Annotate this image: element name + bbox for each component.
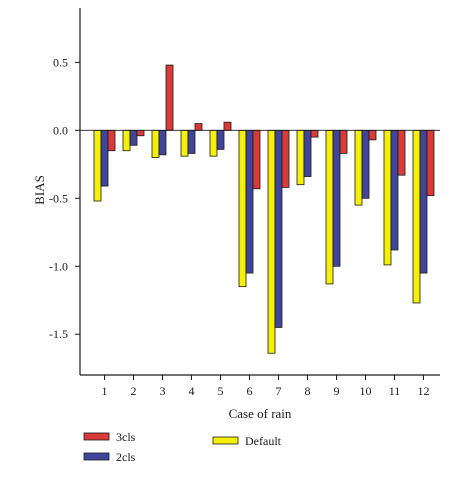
x-tick-label: 9 (334, 384, 340, 398)
bar-3cls-case-3 (165, 64, 174, 131)
bar-3cls-case-7 (281, 129, 290, 188)
bar-2cls-case-6 (245, 129, 254, 274)
bar-3cls-case-6 (252, 129, 261, 190)
bar-2cls-case-4 (187, 129, 196, 154)
y-tick-label: 0.0 (53, 123, 68, 137)
bar-default-case-5 (209, 129, 218, 157)
bar-2cls-case-12 (419, 129, 428, 274)
bar-default-case-3 (151, 129, 160, 158)
y-tick-label: -1.0 (49, 259, 68, 273)
bar-3cls-case-10 (368, 129, 377, 141)
bar-2cls-case-10 (361, 129, 370, 199)
bar-3cls-case-4 (194, 123, 203, 131)
bar-3cls-case-8 (310, 129, 319, 138)
bar-default-case-12 (412, 129, 421, 304)
x-tick-label: 10 (360, 384, 372, 398)
bar-3cls-case-2 (136, 129, 145, 137)
x-tick-label: 3 (160, 384, 166, 398)
bar-2cls-case-9 (332, 129, 341, 267)
y-axis-title: BIAS (32, 175, 47, 205)
legend-swatch-default (212, 436, 239, 445)
bar-default-case-2 (122, 129, 131, 152)
y-tick-label: -0.5 (49, 191, 68, 205)
bar-2cls-case-1 (100, 129, 109, 187)
bar-default-case-8 (296, 129, 305, 186)
bar-3cls-case-1 (107, 129, 116, 152)
legend-swatch-3cls (83, 432, 110, 441)
bar-default-case-1 (93, 129, 102, 202)
y-tick-label: 0.5 (53, 55, 68, 69)
legend-label-2cls: 2cls (116, 450, 136, 464)
bar-2cls-case-3 (158, 129, 167, 156)
bar-default-case-7 (267, 129, 276, 354)
x-tick-label: 2 (131, 384, 137, 398)
bar-2cls-case-2 (129, 129, 138, 146)
bar-3cls-case-11 (397, 129, 406, 176)
bar-2cls-case-11 (390, 129, 399, 251)
y-ticks-layer: 0.5 0.0 -0.5 -1.0 -1.5 (49, 55, 80, 341)
y-tick-label: -1.5 (49, 327, 68, 341)
x-tick-label: 1 (102, 384, 108, 398)
axes-layer (79, 8, 440, 376)
bar-2cls-case-8 (303, 129, 312, 177)
x-tick-label: 8 (305, 384, 311, 398)
legend-label-3cls: 3cls (116, 430, 136, 444)
bar-default-case-6 (238, 129, 247, 288)
x-tick-label: 11 (389, 384, 401, 398)
x-tick-label: 4 (189, 384, 195, 398)
bar-default-case-9 (325, 129, 334, 285)
bar-2cls-case-7 (274, 129, 283, 328)
x-axis-title: Case of rain (229, 406, 292, 421)
bar-2cls-case-5 (216, 129, 225, 150)
x-tick-label: 6 (247, 384, 253, 398)
bar-default-case-4 (180, 129, 189, 157)
legend-label-default: Default (245, 434, 282, 448)
legend-swatch-2cls (83, 452, 110, 461)
x-tick-label: 7 (276, 384, 282, 398)
bars-layer (93, 64, 435, 354)
x-tick-label: 12 (418, 384, 430, 398)
bar-default-case-10 (354, 129, 363, 206)
legend: Default 2cls 3cls (83, 430, 282, 464)
bar-default-case-11 (383, 129, 392, 266)
x-tick-label: 5 (218, 384, 224, 398)
bar-3cls-case-9 (339, 129, 348, 154)
bar-3cls-case-5 (223, 121, 232, 131)
bar-3cls-case-12 (426, 129, 435, 196)
x-ticks-layer: 1 2 3 4 5 6 7 8 9 10 11 12 (102, 375, 430, 398)
